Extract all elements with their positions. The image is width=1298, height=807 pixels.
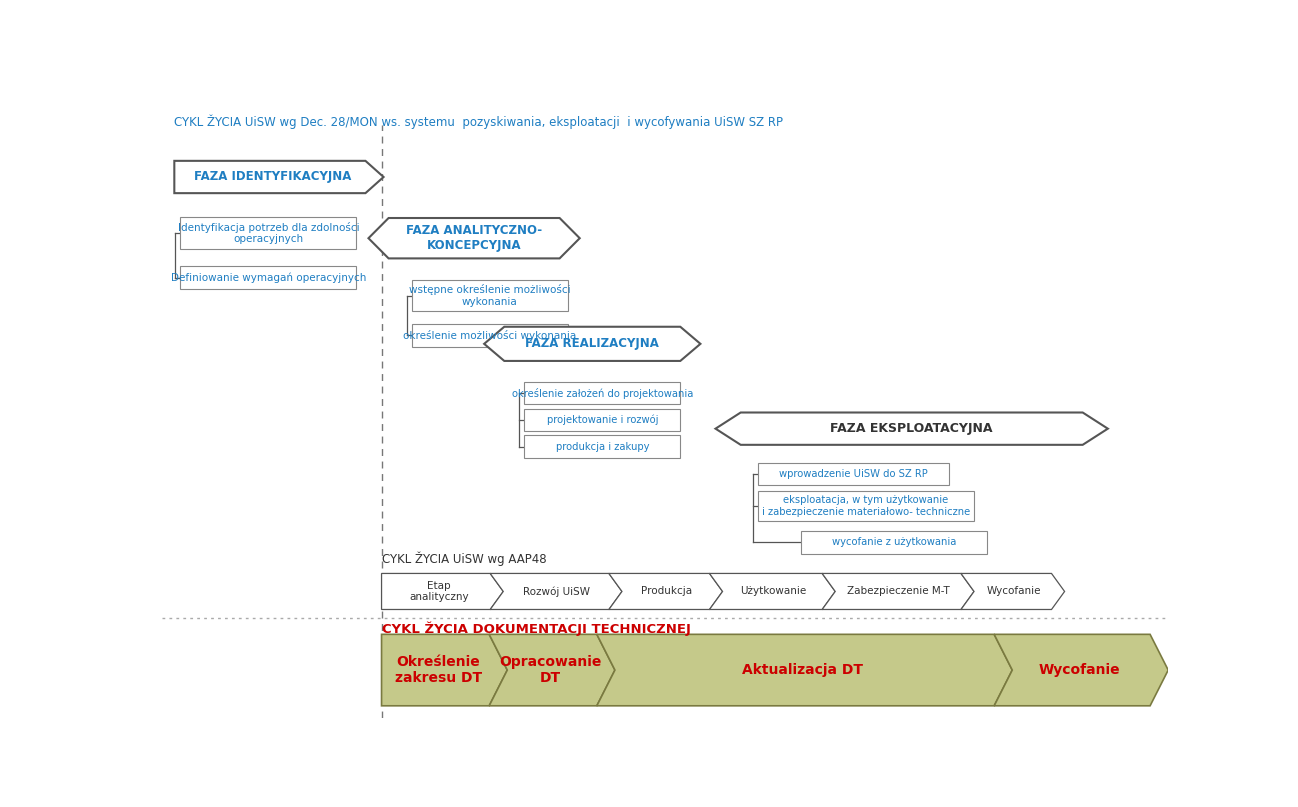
Text: Określenie
zakresu DT: Określenie zakresu DT	[395, 655, 482, 685]
Text: FAZA EKSPLOATACYJNA: FAZA EKSPLOATACYJNA	[831, 422, 993, 435]
Polygon shape	[489, 634, 615, 706]
Polygon shape	[382, 634, 508, 706]
FancyBboxPatch shape	[524, 409, 680, 431]
Text: CYKL ŽYCIA UiSW wg Dec. 28/MON ws. systemu  pozyskiwania, eksploatacji  i wycofy: CYKL ŽYCIA UiSW wg Dec. 28/MON ws. syste…	[174, 115, 783, 129]
Text: Produkcja: Produkcja	[641, 587, 692, 596]
Text: Rozwój UiSW: Rozwój UiSW	[523, 586, 591, 596]
Polygon shape	[609, 574, 723, 609]
FancyBboxPatch shape	[801, 531, 988, 554]
Polygon shape	[597, 634, 1012, 706]
Text: Użytkowanie: Użytkowanie	[740, 587, 806, 596]
Text: Zabezpieczenie M-T: Zabezpieczenie M-T	[848, 587, 950, 596]
Text: FAZA ANALITYCZNO-
KONCEPCYJNA: FAZA ANALITYCZNO- KONCEPCYJNA	[406, 224, 543, 253]
Text: Definiowanie wymagań operacyjnych: Definiowanie wymagań operacyjnych	[171, 273, 366, 283]
Text: projektowanie i rozwój: projektowanie i rozwój	[546, 415, 658, 425]
FancyBboxPatch shape	[180, 217, 357, 249]
Polygon shape	[382, 574, 504, 609]
Text: Identyfikacja potrzeb dla zdolności
operacyjnych: Identyfikacja potrzeb dla zdolności oper…	[178, 222, 360, 245]
Text: wycofanie z użytkowania: wycofanie z użytkowania	[832, 537, 957, 547]
Polygon shape	[484, 327, 701, 361]
FancyBboxPatch shape	[411, 324, 567, 347]
Text: wstępne określenie możliwości
wykonania: wstępne określenie możliwości wykonania	[409, 284, 571, 307]
Text: określenie założeń do projektowania: określenie założeń do projektowania	[511, 387, 693, 399]
FancyBboxPatch shape	[758, 491, 974, 521]
Text: określenie możliwości wykonania: określenie możliwości wykonania	[404, 329, 576, 341]
Polygon shape	[491, 574, 622, 609]
Text: CYKL ŽYCIA DOKUMENTACJI TECHNICZNEJ: CYKL ŽYCIA DOKUMENTACJI TECHNICZNEJ	[382, 622, 691, 637]
Text: Wycofanie: Wycofanie	[986, 587, 1041, 596]
Text: Aktualizacja DT: Aktualizacja DT	[742, 663, 863, 677]
Text: CYKL ŽYCIA UiSW wg AAP48: CYKL ŽYCIA UiSW wg AAP48	[382, 551, 546, 566]
FancyBboxPatch shape	[180, 266, 357, 290]
Text: wprowadzenie UiSW do SZ RP: wprowadzenie UiSW do SZ RP	[779, 469, 928, 479]
Text: FAZA REALIZACYJNA: FAZA REALIZACYJNA	[526, 337, 659, 350]
Text: Wycofanie: Wycofanie	[1038, 663, 1120, 677]
Polygon shape	[174, 161, 384, 193]
Polygon shape	[369, 218, 580, 258]
Polygon shape	[994, 634, 1168, 706]
Text: Opracowanie
DT: Opracowanie DT	[498, 655, 601, 685]
Text: produkcja i zakupy: produkcja i zakupy	[556, 441, 649, 452]
Polygon shape	[822, 574, 974, 609]
FancyBboxPatch shape	[524, 382, 680, 404]
Text: eksploatacja, w tym użytkowanie
i zabezpieczenie materiałowo- techniczne: eksploatacja, w tym użytkowanie i zabezp…	[762, 495, 970, 516]
Polygon shape	[961, 574, 1064, 609]
Polygon shape	[715, 412, 1108, 445]
Text: FAZA IDENTYFIKACYJNA: FAZA IDENTYFIKACYJNA	[193, 170, 352, 183]
FancyBboxPatch shape	[411, 280, 567, 312]
Text: Etap
analityczny: Etap analityczny	[409, 581, 469, 602]
FancyBboxPatch shape	[758, 463, 949, 485]
FancyBboxPatch shape	[524, 436, 680, 458]
Polygon shape	[710, 574, 835, 609]
